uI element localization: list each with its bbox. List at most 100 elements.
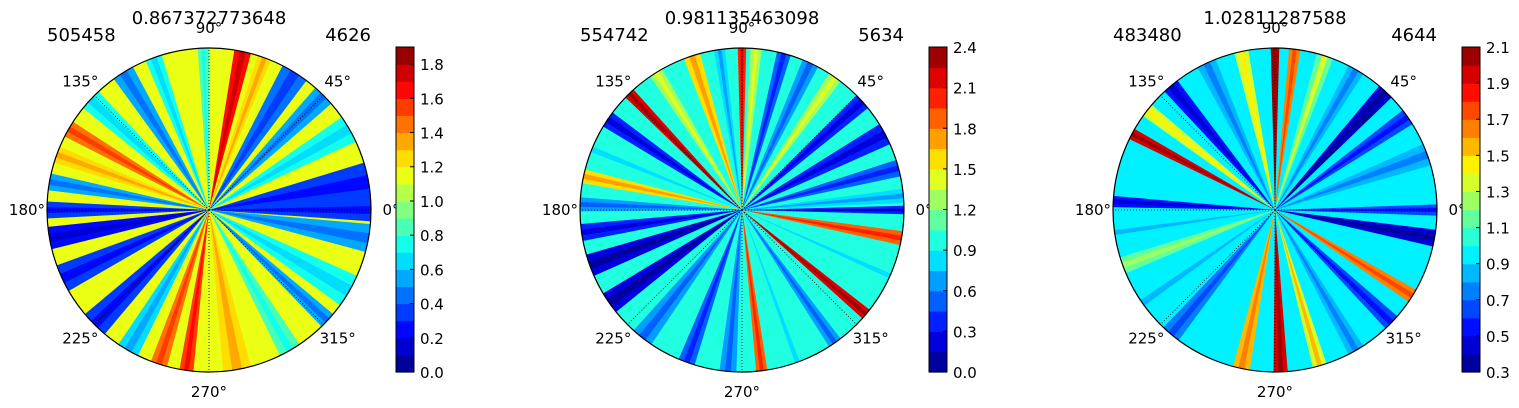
colorbar-tick-label: 0.9 — [953, 242, 977, 260]
colorbar-level — [929, 107, 947, 129]
colorbar-level — [396, 132, 414, 151]
contour-ray-core — [742, 49, 788, 210]
contour-ray-core — [1275, 210, 1324, 371]
contour-ray — [209, 62, 309, 211]
contour-ray-core — [580, 201, 742, 210]
contour-ray — [111, 63, 209, 211]
contour-ray — [580, 210, 742, 242]
contour-ray-core — [742, 96, 868, 210]
angle-tick-label: 45° — [324, 72, 351, 90]
contour-ray — [47, 210, 209, 251]
colorbar-tick-label: 2.1 — [953, 80, 977, 98]
contour-ray — [580, 196, 742, 212]
colorbar-level — [1462, 137, 1480, 156]
colorbar-level — [396, 235, 414, 253]
colorbar-level — [1462, 209, 1480, 229]
colorbar-level — [396, 98, 414, 117]
contour-ray-core — [682, 210, 742, 367]
contour-ray-core — [1137, 210, 1275, 309]
colorbar-level — [1462, 245, 1480, 265]
colorbar-level — [396, 269, 414, 288]
angle-tick-label: 315° — [853, 330, 889, 348]
contour-ray-core — [47, 178, 209, 210]
angle-tick-label: 45° — [857, 72, 884, 90]
colorbar-tick-label: 1.8 — [420, 56, 444, 74]
contour-ray — [742, 56, 820, 211]
colorbar-tick-label: 0.8 — [420, 227, 444, 245]
contour-ray-core — [651, 67, 742, 211]
contour-ray — [742, 210, 897, 285]
colorbar-level — [396, 200, 414, 219]
angle-tick-label: 0° — [382, 201, 399, 219]
colorbar-level — [929, 168, 947, 190]
panel-title: 0.981135463098 — [665, 8, 820, 29]
contour-ray-core — [740, 48, 744, 210]
contour-ray-core — [742, 210, 904, 242]
colorbar-level — [929, 87, 947, 109]
contour-ray-core — [580, 173, 742, 210]
angle-tick-label: 135° — [62, 72, 98, 90]
angle-tick-label: 315° — [1386, 330, 1422, 348]
colorbar-tick-label: 1.9 — [1486, 75, 1510, 93]
contour-ray-core — [580, 210, 742, 237]
colorbar-level — [929, 311, 947, 332]
contour-ray-core — [1275, 86, 1391, 210]
colorbar-level — [1462, 173, 1480, 193]
contour-ray-core — [742, 210, 765, 372]
contour-ray — [209, 114, 360, 210]
polar-contour-field — [47, 48, 371, 372]
colorbar-level — [929, 351, 947, 373]
colorbar-tick-label: 1.2 — [953, 202, 977, 220]
contour-ray-core — [84, 93, 209, 210]
contour-ray-core — [603, 210, 742, 309]
contour-ray-core — [742, 164, 904, 210]
colorbar-tick-label: 1.8 — [953, 120, 977, 138]
contour-ray — [1113, 195, 1275, 210]
contour-ray-core — [602, 114, 742, 210]
colorbar-tick-label: 0.4 — [420, 296, 444, 314]
contour-ray-core — [742, 210, 802, 367]
colorbar-level — [396, 47, 414, 65]
contour-ray — [1116, 210, 1275, 275]
contour-ray — [585, 139, 742, 210]
colorbar-tick-label: 0.6 — [420, 261, 444, 279]
contour-ray — [1125, 127, 1275, 210]
angle-tick-label: 225° — [1128, 330, 1164, 348]
contour-ray-core — [1275, 210, 1397, 328]
contour-ray-core — [742, 193, 904, 210]
colorbar: 0.3 0.5 0.7 0.9 1.1 1.3 1.5 1.7 1.9 2.1 — [1461, 39, 1510, 382]
contour-ray-core — [584, 210, 742, 271]
contour-ray — [742, 188, 904, 210]
contour-ray-core — [742, 210, 840, 348]
colorbar-tick-label: 0.0 — [953, 364, 977, 382]
angle-tick-label: 90° — [1262, 19, 1289, 37]
colorbar-level — [396, 166, 414, 185]
contour-ray-core — [716, 48, 742, 210]
contour-ray — [1275, 210, 1420, 305]
colorbar-level — [396, 183, 414, 202]
polar-frame — [46, 47, 372, 373]
contour-ray-core — [122, 210, 209, 356]
colorbar-level — [1462, 101, 1480, 120]
contour-ray-core — [742, 128, 891, 210]
contour-ray-core — [724, 210, 742, 372]
contour-ray-core — [154, 210, 209, 369]
contour-ray — [647, 65, 742, 211]
colorbar-level — [1462, 47, 1480, 66]
contour-ray-core — [742, 48, 759, 210]
colorbar-level — [929, 331, 947, 353]
colorbar-level — [1462, 263, 1480, 283]
angle-tick-label: 180° — [1075, 201, 1111, 219]
colorbar-level — [929, 47, 947, 68]
contour-ray — [149, 210, 209, 371]
contour-ray-core — [47, 210, 209, 243]
contour-ray-core — [1275, 210, 1431, 275]
contour-ray — [209, 210, 302, 360]
angle-tick-label: 90° — [729, 19, 756, 37]
colorbar-tick-label: 1.1 — [1486, 220, 1510, 238]
contour-ray-core — [1275, 207, 1437, 213]
contour-ray — [582, 210, 742, 278]
colorbar-level — [396, 149, 414, 168]
colorbar-level — [396, 64, 414, 82]
